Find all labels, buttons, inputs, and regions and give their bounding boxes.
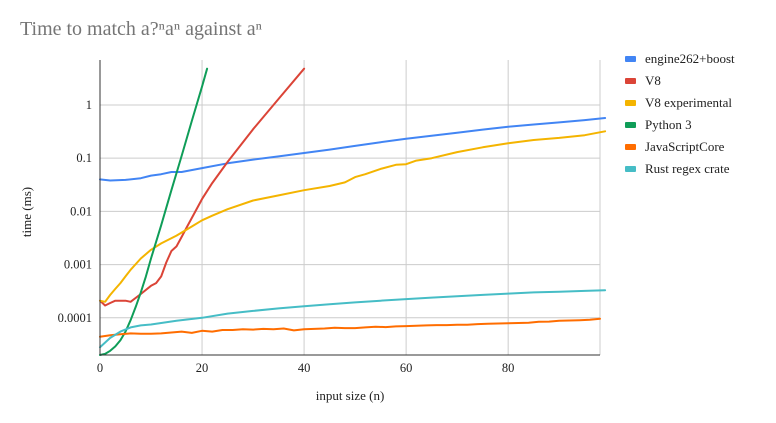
x-tick-label: 0 (97, 361, 103, 375)
y-tick-label: 1 (86, 98, 92, 112)
x-axis-label: input size (n) (316, 388, 385, 403)
gridlines (100, 60, 601, 355)
series-line-rust-regex-crate (99, 289, 607, 349)
chart-title: Time to match a?ⁿaⁿ against aⁿ (20, 18, 262, 40)
y-tick-label: 0.0001 (58, 311, 92, 325)
series-lines (99, 67, 607, 356)
legend-swatch-v8 (625, 78, 636, 84)
y-axis-label: time (ms) (19, 187, 34, 237)
x-tick-label: 60 (400, 361, 413, 375)
y-tick-label: 0.001 (64, 258, 92, 272)
series-line-v8-experimental (99, 130, 607, 303)
legend-swatch-python-3 (625, 122, 636, 128)
series-line-javascriptcore (99, 317, 601, 338)
x-tick-label: 80 (502, 361, 515, 375)
x-tick-label: 40 (298, 361, 311, 375)
y-tick-label: 0.01 (70, 204, 92, 218)
legend: engine262+boost V8 V8 experimental Python 3… (625, 51, 735, 176)
tick-labels: 0 20 40 60 80 0.0001 0.001 0.01 0.1 1 (58, 98, 515, 375)
legend-swatch-v8-experimental (625, 100, 636, 106)
legend-swatch-javascriptcore (625, 144, 636, 150)
legend-swatch-engine262-boost (625, 56, 636, 62)
series-line-python-3 (99, 67, 209, 356)
y-tick-label: 0.1 (76, 151, 92, 165)
legend-label-rust-regex-crate: Rust regex crate (645, 161, 730, 176)
x-tick-label: 20 (196, 361, 209, 375)
legend-label-v8: V8 (645, 73, 661, 88)
legend-swatch-rust-regex-crate (625, 166, 636, 172)
legend-label-engine262-boost: engine262+boost (645, 51, 735, 66)
series-line-v8 (99, 67, 306, 307)
legend-label-v8-experimental: V8 experimental (645, 95, 732, 110)
series-line-engine262-boost (99, 117, 607, 182)
legend-label-javascriptcore: JavaScriptCore (645, 139, 725, 154)
legend-label-python-3: Python 3 (645, 117, 692, 132)
